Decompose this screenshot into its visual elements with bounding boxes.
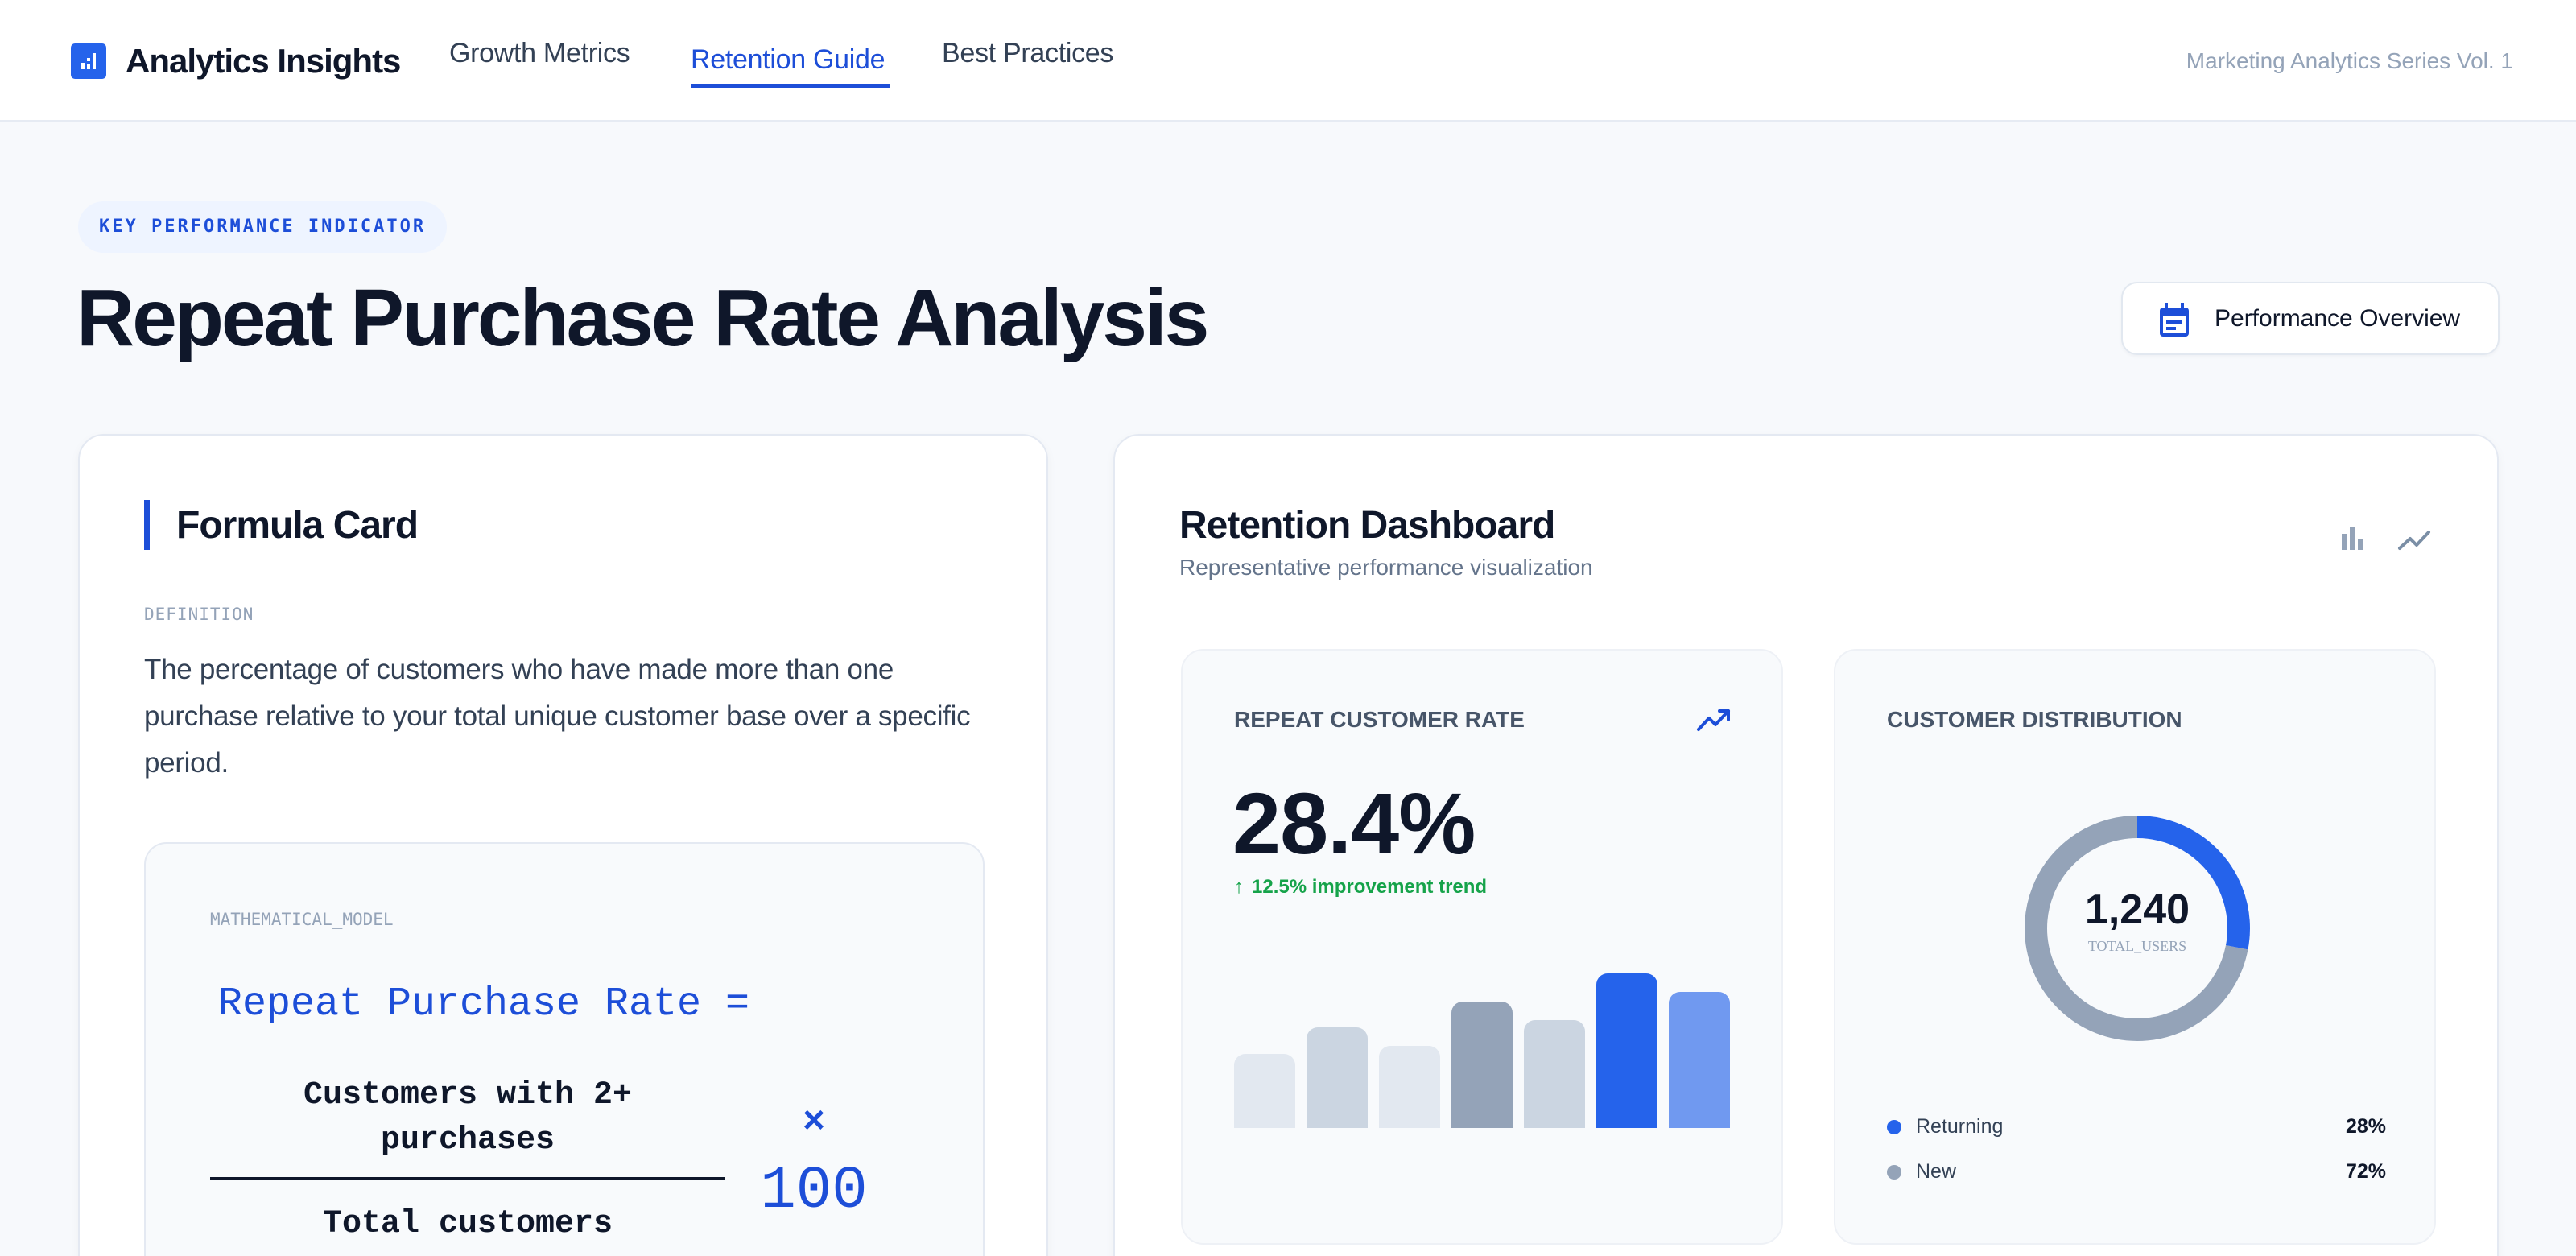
- definition-text: The percentage of customers who have mad…: [144, 654, 971, 779]
- formula-card: Formula Card DEFINITION The percentage o…: [78, 434, 1048, 1256]
- trend-text: 12.5% improvement trend: [1252, 876, 1488, 898]
- definition-label: DEFINITION: [144, 605, 254, 624]
- formula-denominator: Total customers: [322, 1206, 613, 1242]
- kpi-badge: KEY PERFORMANCE INDICATOR: [78, 201, 448, 253]
- dashboard-title: Retention Dashboard: [1179, 504, 1555, 547]
- total-users-label: TOTAL_USERS: [2087, 938, 2187, 954]
- nav-growth-metrics[interactable]: Growth Metrics: [449, 38, 630, 68]
- fraction-line: [210, 1177, 725, 1180]
- bar-1: [1234, 1054, 1295, 1128]
- bar-7: [1669, 992, 1730, 1128]
- formula-multiplier: 100: [760, 1158, 868, 1225]
- returning-dot-icon: [1887, 1120, 1901, 1134]
- bar-6: [1596, 973, 1657, 1128]
- formula-lhs: Repeat Purchase Rate =: [217, 981, 750, 1027]
- nav-retention-guide[interactable]: Retention Guide: [691, 44, 886, 75]
- line-chart-icon[interactable]: [2396, 524, 2432, 557]
- model-label: MATHEMATICAL_MODEL: [210, 910, 394, 929]
- legend-item-returning: Returning 28%: [1887, 1111, 2386, 1143]
- bar-2: [1307, 1027, 1368, 1128]
- brand-name[interactable]: Analytics Insights: [126, 42, 401, 80]
- legend-item-new: New 72%: [1887, 1156, 2386, 1188]
- formula-card-title: Formula Card: [176, 504, 419, 547]
- repeat-customer-rate-card: REPEAT CUSTOMER RATE 28.4% ↑ 12.5% improv…: [1181, 649, 1783, 1245]
- retention-dashboard-card: Retention Dashboard Representative perfo…: [1113, 434, 2499, 1256]
- series-label: Marketing Analytics Series Vol. 1: [2186, 48, 2513, 73]
- bar-4: [1451, 1002, 1513, 1128]
- performance-overview-button[interactable]: Performance Overview: [2121, 282, 2500, 355]
- bar-chart-icon[interactable]: [71, 43, 106, 79]
- dashboard-subtitle: Representative performance visualization: [1179, 555, 1593, 580]
- legend-pct: 72%: [2345, 1160, 2386, 1183]
- distribution-donut-chart: 1,240 TOTAL_USERS: [2021, 812, 2254, 1045]
- donut-segment-returning: [2025, 816, 2250, 1041]
- bar-5: [1524, 1020, 1585, 1128]
- page-title: Repeat Purchase Rate Analysis: [76, 273, 1209, 363]
- legend-name: Returning: [1916, 1115, 2004, 1138]
- arrow-up-icon: ↑: [1234, 876, 1244, 898]
- repeat-rate-bar-chart: [1234, 932, 1732, 1128]
- active-tab-indicator: [691, 84, 890, 88]
- mathematical-model-box: MATHEMATICAL_MODEL Repeat Purchase Rate …: [144, 842, 985, 1256]
- total-users-value: 1,240: [2084, 886, 2190, 933]
- new-dot-icon: [1887, 1165, 1901, 1180]
- bar-chart-icon[interactable]: [2339, 524, 2368, 557]
- customer-distribution-card: CUSTOMER DISTRIBUTION 1,240 TOTAL_USERS …: [1834, 649, 2436, 1245]
- trending-up-icon: [1696, 707, 1732, 737]
- calendar-icon: [2158, 303, 2190, 342]
- nav-best-practices[interactable]: Best Practices: [942, 38, 1114, 68]
- multiply-sign: ×: [802, 1101, 826, 1145]
- repeat-rate-value: 28.4%: [1232, 775, 1476, 872]
- top-nav-bar: Analytics Insights Growth Metrics Retent…: [0, 0, 2576, 122]
- repeat-rate-label: REPEAT CUSTOMER RATE: [1234, 707, 1525, 732]
- legend-name: New: [1916, 1160, 1957, 1183]
- performance-overview-label: Performance Overview: [2215, 305, 2461, 332]
- bar-3: [1379, 1046, 1440, 1128]
- trend-indicator: ↑ 12.5% improvement trend: [1234, 874, 1487, 900]
- legend-pct: 28%: [2345, 1115, 2386, 1138]
- formula-numerator: Customers with 2+ purchases: [303, 1077, 633, 1159]
- accent-bar: [144, 500, 150, 550]
- distribution-label: CUSTOMER DISTRIBUTION: [1887, 707, 2182, 732]
